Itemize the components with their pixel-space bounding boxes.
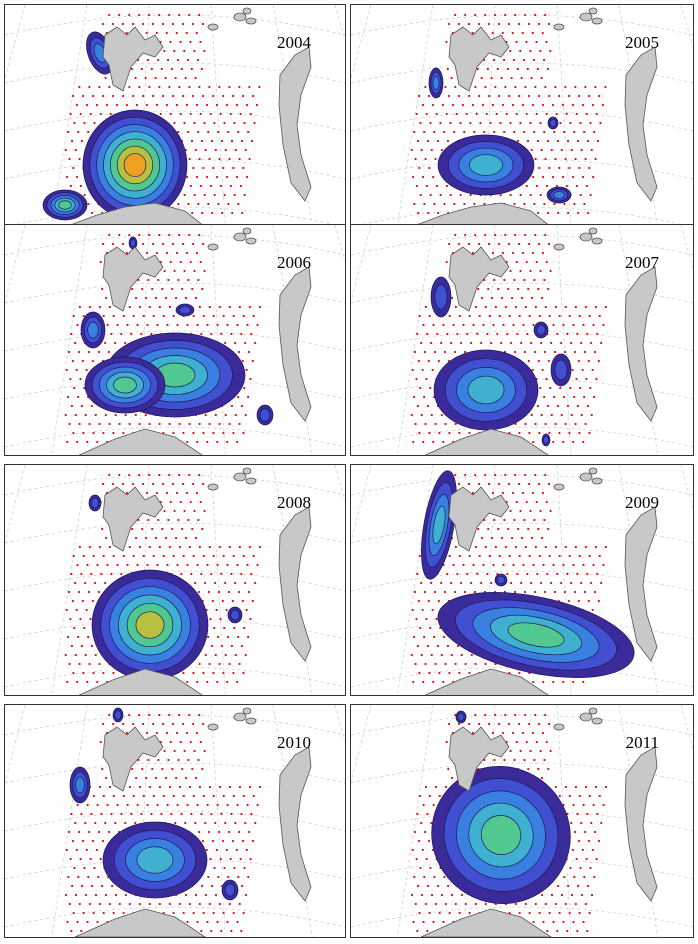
contour-level <box>554 359 568 381</box>
year-label: 2009 <box>625 493 659 512</box>
contour-level <box>507 622 565 648</box>
year-label: 2011 <box>625 733 659 752</box>
contour-level <box>58 200 72 210</box>
contour-level <box>259 408 271 422</box>
abundance-contours <box>421 470 635 678</box>
contour-level <box>179 305 191 315</box>
contour-level <box>480 815 522 855</box>
contour-level <box>553 191 565 199</box>
contour-level <box>432 505 446 545</box>
year-label: 2008 <box>277 493 311 512</box>
contour-level <box>136 846 174 874</box>
contour-level <box>549 118 557 128</box>
map-canvas <box>5 5 345 225</box>
contour-level <box>457 712 465 722</box>
contour-level <box>434 284 448 310</box>
contour-level <box>75 776 85 794</box>
land <box>424 467 658 695</box>
contour-level <box>135 611 165 639</box>
contour-level <box>87 321 99 339</box>
land <box>78 467 312 695</box>
year-label: 2010 <box>277 733 311 752</box>
map-panel-2010: 2010 <box>4 704 346 938</box>
map-panel-2005: 2005 <box>350 4 694 226</box>
map-canvas <box>5 705 345 937</box>
year-label: 2006 <box>277 253 311 272</box>
land <box>424 227 658 455</box>
map-canvas <box>351 705 693 937</box>
land <box>420 707 658 937</box>
land <box>74 707 312 937</box>
map-panel-2006: 2006 <box>4 224 346 456</box>
contour-level <box>224 883 236 897</box>
abundance-contours <box>430 276 572 447</box>
contour-level <box>496 575 506 585</box>
year-label: 2007 <box>625 253 659 272</box>
contour-level <box>536 324 546 336</box>
abundance-contours <box>80 236 274 426</box>
map-canvas <box>351 465 693 695</box>
map-panel-2009: 2009 <box>350 464 694 696</box>
contour-level <box>114 710 122 720</box>
contour-level <box>468 154 504 176</box>
contour-level <box>230 609 240 621</box>
contour-level <box>432 75 440 91</box>
abundance-contours <box>431 710 571 905</box>
map-panel-2008: 2008 <box>4 464 346 696</box>
map-panel-2011: 2011 <box>350 704 694 938</box>
land <box>78 227 312 455</box>
abundance-contours <box>42 31 188 221</box>
land <box>69 7 312 225</box>
contour-level <box>113 376 137 394</box>
abundance-contours <box>69 707 239 901</box>
abundance-contours <box>88 494 243 681</box>
contour-level <box>467 375 505 405</box>
contour-level <box>543 435 549 445</box>
contour-level <box>90 497 100 509</box>
map-canvas <box>5 465 345 695</box>
year-label: 2004 <box>277 33 311 52</box>
land <box>415 7 658 225</box>
contour-level <box>130 238 136 248</box>
contour-level <box>123 153 147 177</box>
map-panel-2004: 2004 <box>4 4 346 226</box>
map-canvas <box>351 225 693 455</box>
map-canvas <box>351 5 693 225</box>
map-canvas <box>5 225 345 455</box>
map-panel-2007: 2007 <box>350 224 694 456</box>
abundance-contours <box>428 67 572 204</box>
year-label: 2005 <box>625 33 659 52</box>
